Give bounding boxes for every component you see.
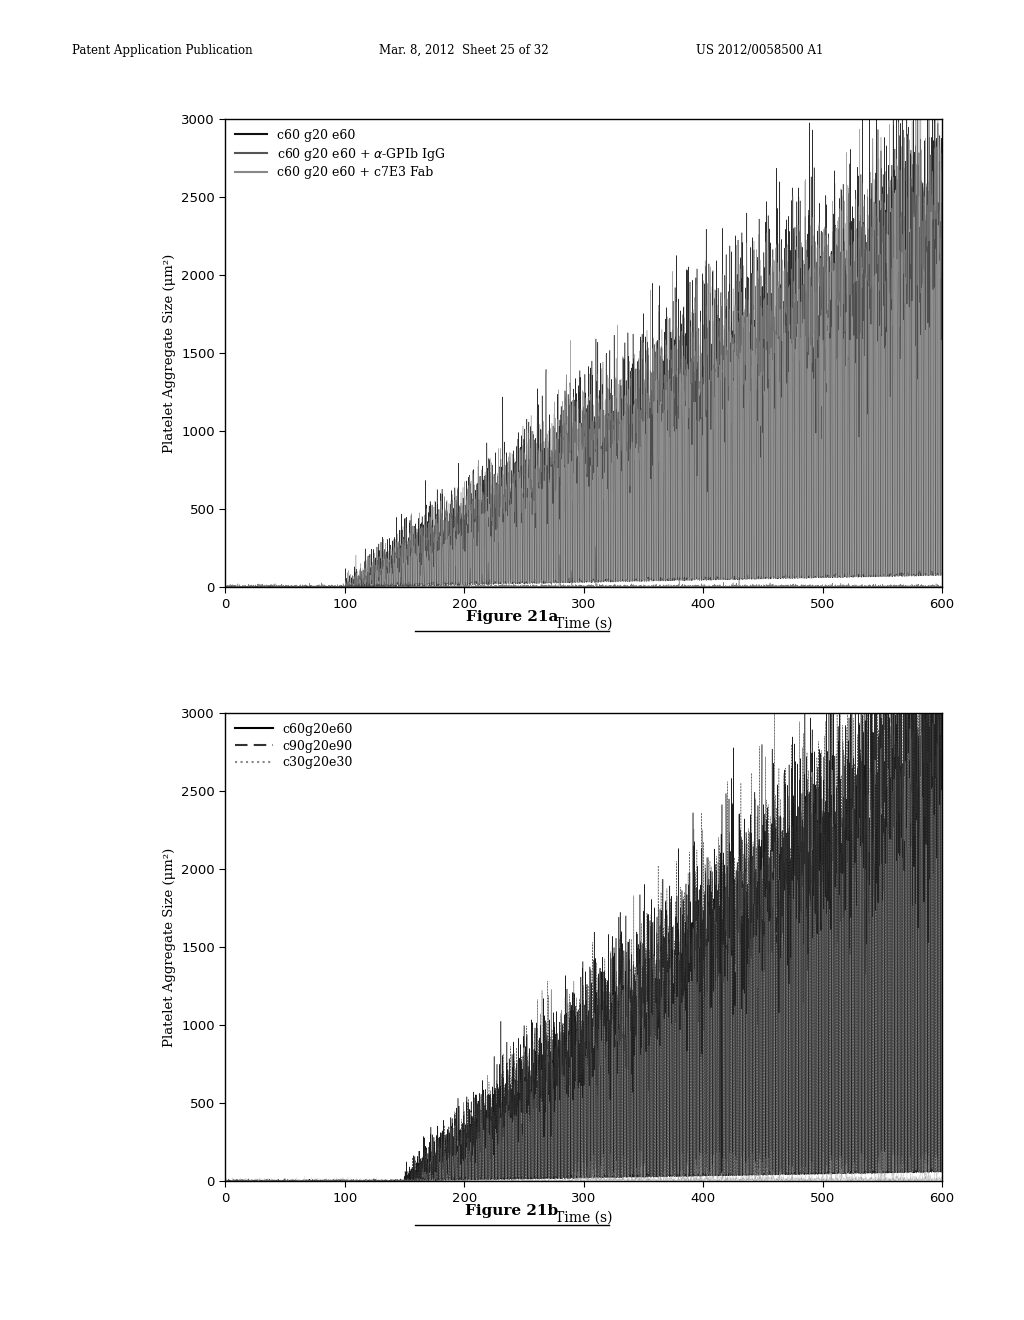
X-axis label: Time (s): Time (s) (555, 616, 612, 631)
Text: Mar. 8, 2012  Sheet 25 of 32: Mar. 8, 2012 Sheet 25 of 32 (379, 44, 549, 57)
Y-axis label: Platelet Aggregate Size (μm²): Platelet Aggregate Size (μm²) (163, 253, 175, 453)
Y-axis label: Platelet Aggregate Size (μm²): Platelet Aggregate Size (μm²) (163, 847, 175, 1047)
Legend: c60g20e60, c90g20e90, c30g20e30: c60g20e60, c90g20e90, c30g20e30 (231, 719, 357, 774)
Text: Figure 21b: Figure 21b (466, 1204, 558, 1218)
Text: Patent Application Publication: Patent Application Publication (72, 44, 252, 57)
X-axis label: Time (s): Time (s) (555, 1210, 612, 1225)
Text: US 2012/0058500 A1: US 2012/0058500 A1 (696, 44, 823, 57)
Text: Figure 21a: Figure 21a (466, 610, 558, 624)
Legend: c60 g20 e60, c60 g20 e60 + $\alpha$-GPIb IgG, c60 g20 e60 + c7E3 Fab: c60 g20 e60, c60 g20 e60 + $\alpha$-GPIb… (231, 125, 449, 183)
